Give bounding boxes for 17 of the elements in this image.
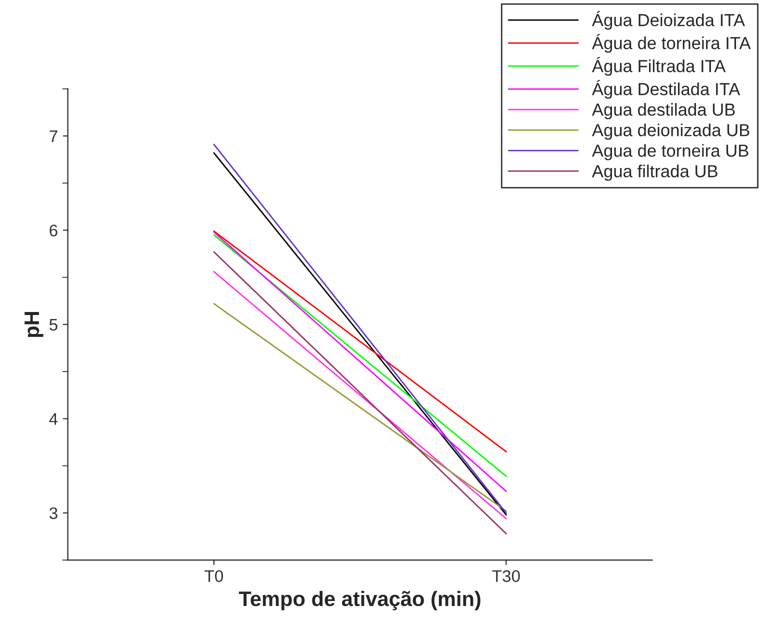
legend-label: Água de torneira ITA: [592, 34, 751, 53]
x-tick-label: T30: [492, 570, 520, 582]
legend-label: Água Deioizada ITA: [592, 11, 746, 30]
legend-label: Agua de torneira UB: [592, 144, 748, 160]
legend-label: Agua deionizada UB: [592, 124, 750, 140]
y-tick-label: 6: [50, 224, 58, 236]
legend-label: Agua filtrada UB: [592, 164, 718, 181]
y-axis-title: pH: [24, 312, 44, 337]
legend-label: Água Filtrada ITA: [592, 57, 726, 76]
x-axis-title: Tempo de ativação (min): [238, 590, 480, 610]
y-tick-label: 4: [49, 413, 58, 425]
y-tick-label: 7: [50, 130, 58, 142]
x-tick-label: T0: [204, 570, 224, 582]
legend-label: Água Destilada ITA: [592, 80, 740, 99]
legend-label: Agua destilada UB: [592, 103, 735, 120]
y-tick-label: 5: [49, 319, 58, 331]
y-tick-label: 3: [49, 507, 58, 520]
